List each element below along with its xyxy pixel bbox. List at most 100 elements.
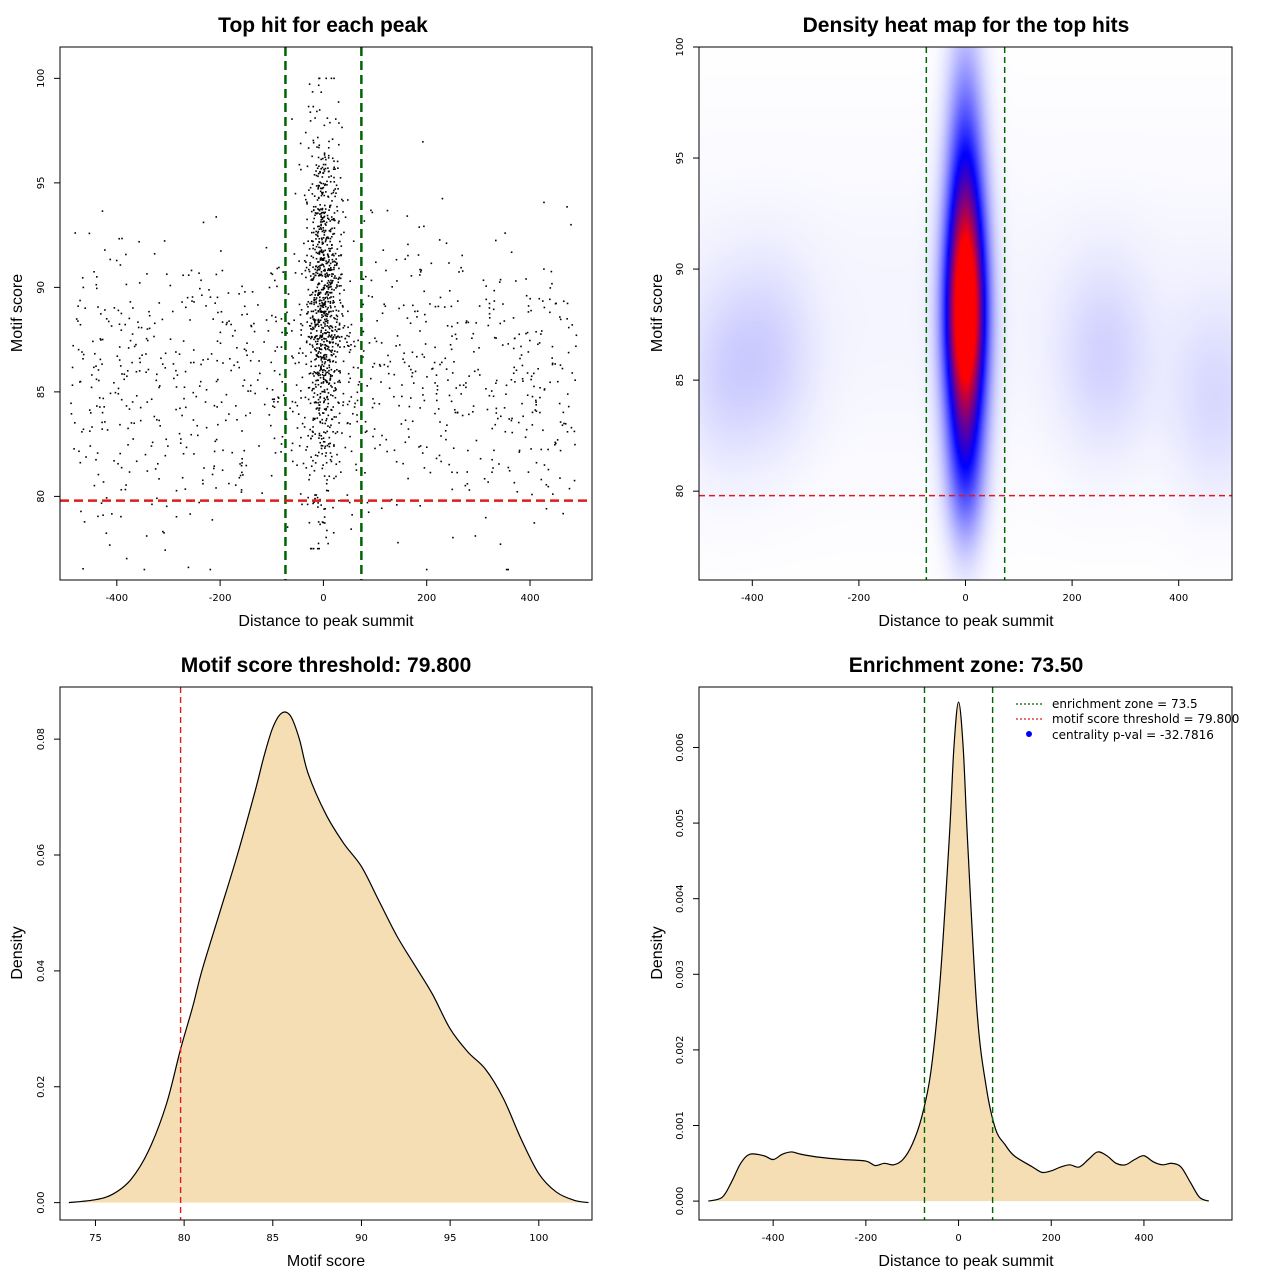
scatter-point [549, 311, 551, 314]
scatter-point [296, 404, 299, 407]
scatter-point [276, 346, 279, 348]
scatter-point [529, 339, 531, 342]
scatter-point [316, 199, 319, 201]
scatter-point [323, 400, 325, 403]
scatter-point [364, 275, 367, 278]
scatter-point [542, 429, 544, 432]
chart-title: Top hit for each peak [218, 14, 428, 37]
scatter-point [326, 180, 328, 183]
scatter-point [280, 443, 283, 445]
scatter-point [322, 412, 325, 414]
scatter-point [318, 273, 321, 276]
scatter-point [97, 369, 100, 371]
scatter-point [220, 250, 222, 252]
scatter-point [348, 351, 351, 354]
scatter-point [323, 299, 325, 301]
scatter-point [398, 344, 401, 346]
scatter-point [216, 406, 218, 408]
scatter-point [326, 296, 328, 299]
scatter-point [499, 322, 502, 325]
scatter-point [79, 323, 82, 326]
scatter-point [310, 279, 312, 281]
scatter-point [551, 362, 554, 365]
scatter-point [184, 488, 187, 490]
scatter-point [488, 302, 491, 305]
scatter-point [219, 331, 222, 334]
y-tick-label: 100 [675, 37, 686, 56]
scatter-point [330, 285, 332, 288]
scatter-point [336, 248, 339, 250]
scatter-point [435, 393, 438, 395]
scatter-point [331, 418, 334, 421]
scatter-point [282, 394, 285, 397]
scatter-point [325, 320, 328, 323]
scatter-point [346, 341, 348, 344]
scatter-point [207, 358, 209, 361]
x-tick-label: 95 [444, 1233, 457, 1244]
scatter-point [558, 402, 561, 405]
scatter-point [307, 311, 309, 313]
scatter-point [309, 317, 312, 319]
scatter-point [323, 397, 325, 400]
scatter-point [342, 200, 344, 202]
scatter-point [96, 276, 98, 278]
scatter-point [504, 232, 506, 234]
scatter-point [331, 360, 334, 363]
scatter-point [321, 314, 323, 316]
scatter-point [315, 335, 317, 338]
scatter-point [309, 294, 311, 297]
scatter-point [395, 504, 398, 506]
scatter-point [379, 444, 381, 446]
scatter-point [322, 242, 325, 245]
scatter-point [519, 357, 521, 360]
scatter-point [319, 304, 322, 307]
scatter-point [313, 173, 316, 176]
scatter-point [320, 264, 323, 266]
scatter-point [313, 319, 315, 321]
scatter-point [178, 353, 181, 355]
scatter-point [317, 374, 320, 377]
scatter-point [289, 407, 291, 410]
scatter-point [318, 547, 320, 550]
scatter-point [322, 259, 325, 262]
scatter-point [189, 319, 191, 321]
scatter-point [322, 306, 325, 309]
scatter-point [307, 398, 310, 401]
scatter-point [317, 506, 319, 508]
scatter-point [167, 445, 169, 447]
scatter-point [346, 422, 349, 425]
scatter-point [422, 141, 424, 143]
scatter-point [416, 310, 419, 313]
scatter-point [336, 431, 339, 433]
scatter-point [323, 431, 325, 433]
scatter-point [363, 220, 366, 222]
x-tick-label: 80 [178, 1233, 191, 1244]
scatter-point [116, 355, 119, 357]
scatter-point [178, 432, 181, 435]
scatter-point [346, 344, 349, 347]
scatter-point [320, 273, 323, 276]
scatter-point [254, 392, 256, 395]
scatter-point [138, 240, 140, 243]
scatter-point [317, 318, 320, 321]
scatter-point [539, 386, 541, 389]
scatter-point [228, 482, 230, 485]
scatter-point [328, 209, 330, 211]
scatter-point [321, 218, 324, 220]
scatter-point [347, 372, 350, 375]
scatter-point [564, 422, 567, 425]
scatter-point [444, 429, 447, 432]
scatter-point [312, 244, 314, 246]
scatter-point [239, 463, 241, 465]
scatter-point [317, 371, 319, 374]
scatter-point [103, 406, 105, 408]
scatter-point [325, 407, 328, 410]
scatter-point [83, 521, 86, 523]
scatter-point [333, 350, 336, 353]
scatter-point [542, 300, 544, 302]
scatter-point [373, 362, 376, 365]
scatter-point [423, 225, 425, 228]
scatter-point [335, 336, 338, 338]
scatter-point [192, 391, 195, 394]
scatter-point [271, 389, 274, 391]
